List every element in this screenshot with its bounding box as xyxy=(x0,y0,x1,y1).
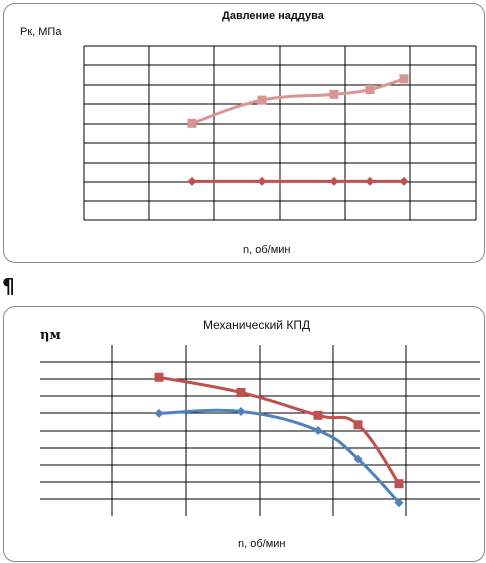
marker-square-0-0-3 xyxy=(365,85,375,94)
marker-square-1-0-3 xyxy=(353,420,363,430)
marker-square-1-0-0 xyxy=(154,372,164,382)
marker-diamond-0-1-4 xyxy=(399,176,409,186)
marker-diamond-1-1-0 xyxy=(154,408,164,418)
series-line-1-1 xyxy=(157,408,401,505)
marker-diamond-1-1-3 xyxy=(353,454,363,464)
y-axis-label-efficiency: ηм xyxy=(40,328,61,343)
marker-diamond-0-1-0 xyxy=(187,176,197,186)
paragraph-mark: ¶ xyxy=(2,274,15,298)
marker-diamond-0-1-3 xyxy=(365,176,375,186)
marker-diamond-1-1-1 xyxy=(236,407,246,416)
marker-square-0-0-2 xyxy=(329,89,339,99)
marker-square-0-0-4 xyxy=(399,74,409,84)
x-axis-label-pressure: n, об/мин xyxy=(243,244,291,256)
marker-diamond-1-1-2 xyxy=(313,426,323,435)
chart-panel-efficiency xyxy=(3,306,485,562)
marker-square-0-0-0 xyxy=(187,118,197,128)
chart-title-pressure: Давление наддува xyxy=(222,10,324,22)
marker-diamond-0-1-1 xyxy=(257,176,267,186)
x-axis-label-efficiency: n, об/мин xyxy=(238,538,286,550)
marker-square-1-0-4 xyxy=(394,479,404,489)
chart-title-efficiency: Механический КПД xyxy=(203,318,311,332)
marker-diamond-1-1-4 xyxy=(394,498,404,508)
marker-square-0-0-1 xyxy=(257,95,267,105)
marker-square-1-0-2 xyxy=(313,410,323,420)
marker-square-1-0-1 xyxy=(236,388,246,397)
y-axis-label-pressure: Рк, МПа xyxy=(20,26,62,38)
marker-diamond-0-1-2 xyxy=(329,176,339,186)
